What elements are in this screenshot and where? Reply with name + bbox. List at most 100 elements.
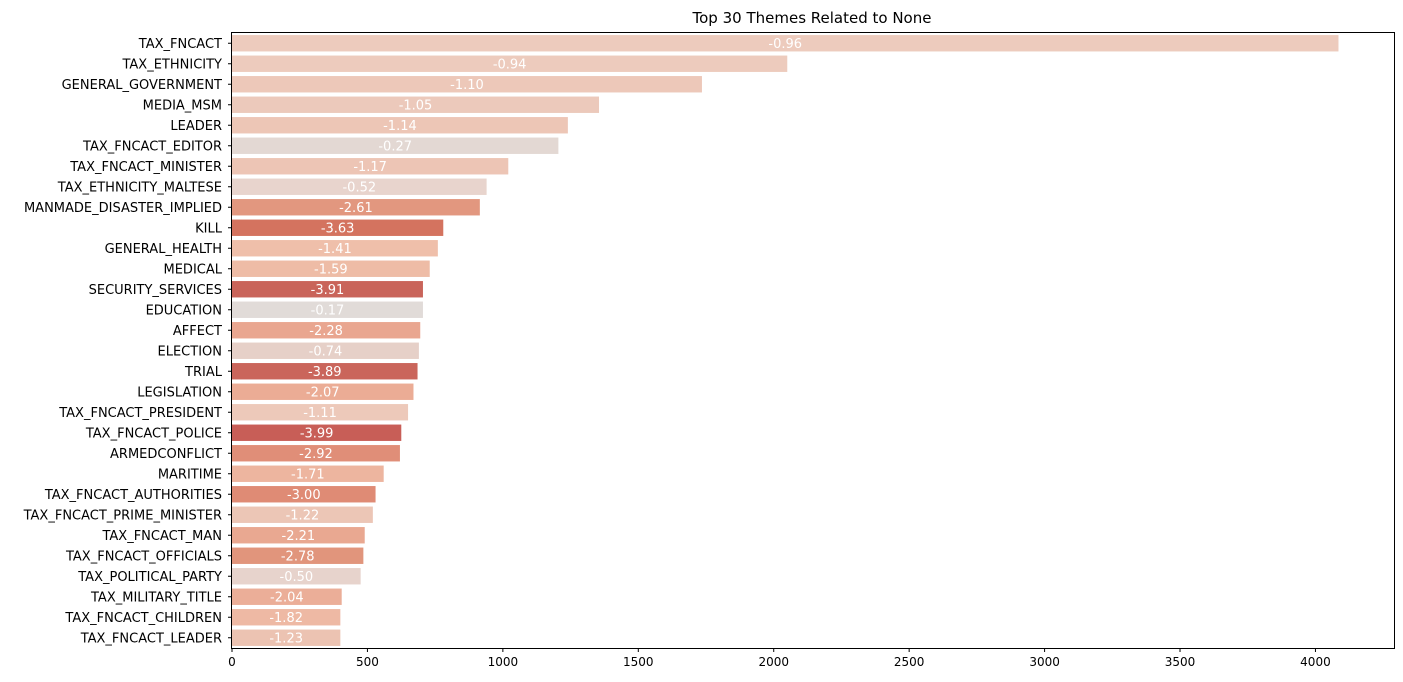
bar-general-government — [232, 76, 702, 93]
data-label: -1.82 — [269, 611, 303, 626]
bar-maritime — [232, 465, 384, 482]
bar-armedconflict — [232, 445, 400, 462]
bar-security-services — [232, 281, 423, 298]
y-tick-label: TAX_POLITICAL_PARTY — [77, 570, 222, 585]
bar-tax-fncact — [232, 35, 1339, 52]
data-label: -2.92 — [299, 447, 333, 462]
x-axis-ticks: 0 500 1000 1500 2000 2500 3000 3500 4000 — [228, 648, 1331, 669]
y-tick-label: TAX_FNCACT_LEADER — [80, 631, 222, 646]
x-tick-label: 2000 — [758, 655, 789, 669]
y-tick-label: TAX_FNCACT_PRIME_MINISTER — [23, 508, 222, 523]
data-label: -0.27 — [378, 139, 412, 154]
y-axis-ticks: TAX_FNCACT TAX_ETHNICITY GENERAL_GOVERNMEN… — [23, 37, 232, 646]
data-label: -2.78 — [281, 549, 315, 564]
y-tick-label: TAX_FNCACT_PRESIDENT — [58, 406, 222, 421]
data-label: -3.63 — [321, 221, 355, 236]
bar-tax-fncact-children — [232, 609, 341, 626]
bar-tax-fncact-police — [232, 424, 402, 441]
data-label: -2.21 — [282, 529, 316, 544]
bar-tax-fncact-officials — [232, 547, 364, 564]
y-tick-label: TAX_FNCACT_MAN — [101, 529, 222, 544]
bars-group: -0.96 -0.94 -1.10 -1.05 -1.14 -0.27 -1.17 -0.52… — [232, 35, 1339, 646]
data-label: -3.89 — [308, 365, 342, 380]
bar-tax-fncact-man — [232, 527, 365, 544]
bar-tax-fncact-president — [232, 404, 409, 421]
data-label: -0.17 — [311, 303, 345, 318]
y-tick-label: MARITIME — [158, 467, 222, 482]
bar-media-msm — [232, 96, 600, 113]
data-label: -1.17 — [353, 160, 387, 175]
bar-tax-fncact-minister — [232, 158, 509, 175]
data-label: -1.11 — [303, 406, 337, 421]
bar-tax-fncact-prime-minister — [232, 506, 373, 523]
bar-manmade-disaster-implied — [232, 199, 480, 216]
bar-education — [232, 301, 423, 318]
y-tick-label: TAX_FNCACT_CHILDREN — [64, 611, 222, 626]
data-label: -0.94 — [493, 57, 527, 72]
x-tick-label: 2500 — [894, 655, 925, 669]
y-tick-label: ARMEDCONFLICT — [110, 447, 222, 462]
data-label: -1.14 — [383, 119, 417, 134]
y-tick-label: TAX_MILITARY_TITLE — [90, 590, 222, 605]
x-tick-label: 0 — [228, 655, 236, 669]
chart-title: Top 30 Themes Related to None — [692, 9, 932, 27]
data-label: -0.50 — [280, 570, 314, 585]
bar-tax-fncact-editor — [232, 137, 559, 154]
bar-general-health — [232, 240, 438, 257]
y-tick-label: GENERAL_HEALTH — [105, 242, 222, 257]
bar-tax-fncact-authorities — [232, 486, 376, 503]
data-label: -0.52 — [342, 180, 376, 195]
y-tick-label: TAX_FNCACT_MINISTER — [69, 160, 222, 175]
y-tick-label: EDUCATION — [146, 303, 222, 318]
y-tick-label: AFFECT — [173, 324, 222, 339]
x-tick-label: 4000 — [1300, 655, 1331, 669]
x-tick-label: 3000 — [1029, 655, 1060, 669]
y-tick-label: LEADER — [170, 119, 222, 134]
data-label: -1.71 — [291, 467, 325, 482]
y-tick-label: MEDICAL — [164, 262, 223, 277]
y-tick-label: SECURITY_SERVICES — [89, 283, 222, 298]
data-label: -2.07 — [306, 385, 340, 400]
y-tick-label: LEGISLATION — [137, 385, 222, 400]
bar-affect — [232, 322, 421, 339]
data-label: -1.59 — [314, 262, 348, 277]
y-tick-label: TAX_FNCACT_POLICE — [85, 426, 222, 441]
y-tick-label: MANMADE_DISASTER_IMPLIED — [24, 201, 222, 216]
bar-trial — [232, 363, 418, 380]
data-label: -2.04 — [270, 590, 304, 605]
y-tick-label: KILL — [195, 221, 223, 236]
data-label: -3.00 — [287, 488, 321, 503]
x-tick-label: 1500 — [623, 655, 654, 669]
bar-tax-military-title — [232, 588, 342, 605]
bar-leader — [232, 117, 568, 134]
plot-frame — [231, 32, 1395, 649]
y-tick-label: TAX_FNCACT_OFFICIALS — [65, 549, 222, 564]
x-tick-label: 3500 — [1165, 655, 1196, 669]
data-label: -3.91 — [311, 283, 345, 298]
y-tick-label: TAX_FNCACT — [138, 37, 222, 52]
bar-legislation — [232, 383, 414, 400]
data-label: -1.23 — [269, 631, 303, 646]
bar-tax-fncact-leader — [232, 629, 341, 646]
data-label: -3.99 — [300, 426, 334, 441]
y-tick-label: TAX_FNCACT_AUTHORITIES — [44, 488, 222, 503]
data-label: -0.96 — [768, 37, 802, 52]
y-tick-label: ELECTION — [158, 344, 222, 359]
bar-tax-political-party — [232, 568, 361, 585]
y-tick-label: TRIAL — [184, 365, 223, 380]
y-tick-label: TAX_ETHNICITY — [121, 57, 222, 72]
data-label: -2.61 — [339, 201, 373, 216]
y-tick-label: MEDIA_MSM — [143, 98, 222, 113]
y-tick-label: TAX_FNCACT_EDITOR — [82, 139, 222, 154]
data-label: -1.10 — [450, 78, 484, 93]
x-tick-label: 1000 — [488, 655, 519, 669]
y-tick-label: TAX_ETHNICITY_MALTESE — [57, 180, 222, 195]
bar-tax-ethnicity-maltese — [232, 178, 487, 195]
data-label: -1.05 — [399, 98, 433, 113]
bar-medical — [232, 260, 430, 277]
data-label: -1.41 — [318, 242, 352, 257]
y-tick-label: GENERAL_GOVERNMENT — [62, 78, 222, 93]
data-label: -2.28 — [309, 324, 343, 339]
data-label: -0.74 — [309, 344, 343, 359]
